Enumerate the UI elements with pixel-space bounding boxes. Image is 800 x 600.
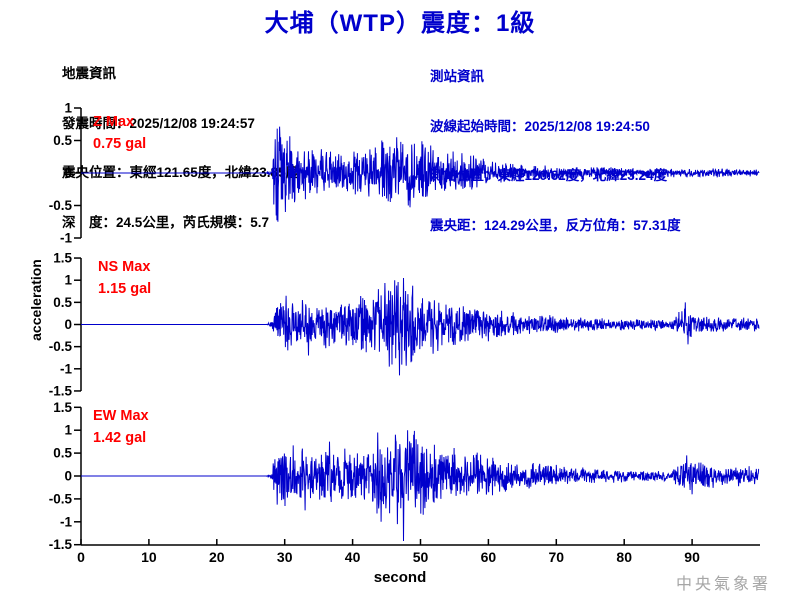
quake-info-block: 地震資訊 發震時間：2025/12/08 19:24:57 震央位置：東經121… [62,33,299,264]
y-tick-label: 1 [64,101,72,116]
y-tick-label: 1.5 [53,251,72,266]
y-tick-label: -0.5 [49,198,73,213]
x-tick-label: 80 [616,549,632,565]
y-tick-label: 1 [64,273,72,288]
ns-max-label: NS Max [98,259,151,275]
y-tick-label: -1 [60,514,72,529]
quake-origin-time: 發震時間：2025/12/08 19:24:57 [62,115,255,131]
x-tick-label: 20 [209,549,225,565]
x-tick-label: 50 [413,549,429,565]
x-tick-label: 60 [481,549,497,565]
page-title: 大埔（WTP）震度：1級 [264,10,536,37]
ew-max-annotation: EW Max 1.42 gal [93,405,149,449]
y-tick-label: 0.5 [53,295,72,310]
quake-depth-magnitude: 深 度：24.5公里，芮氏規模：5.7 [62,214,270,230]
y-tick-label: -1.5 [49,537,73,552]
z-max-value: 0.75 gal [93,136,147,152]
y-tick-label: 0.5 [53,133,72,148]
y-tick-label: 1 [64,423,72,438]
y-tick-label: -0.5 [49,491,73,506]
y-tick-label: -1 [60,231,72,246]
x-tick-label: 40 [345,549,361,565]
y-tick-label: 1.5 [53,400,72,415]
z-max-annotation: Z Max 0.75 gal [93,111,146,155]
station-wave-start-time: 波線起始時間：2025/12/08 19:24:50 [430,118,650,134]
x-tick-label: 0 [77,549,85,565]
ns-max-value: 1.15 gal [98,281,152,297]
ew-max-label: EW Max [93,408,149,424]
z-max-label: Z Max [93,114,135,130]
waveform-z [81,126,760,222]
y-tick-label: 0 [64,469,72,484]
y-tick-label: -1.5 [49,383,73,398]
ew-max-value: 1.42 gal [93,430,147,446]
y-tick-label: 0 [64,166,72,181]
x-tick-label: 70 [549,549,565,565]
station-distance-azimuth: 震央距：124.29公里，反方位角：57.31度 [430,217,681,233]
station-info-heading: 測站資訊 [430,69,484,84]
x-axis-title: second [373,569,427,586]
y-tick-label: -0.5 [49,339,73,354]
ns-max-annotation: NS Max 1.15 gal [98,256,151,300]
x-tick-label: 90 [684,549,700,565]
y-tick-label: 0.5 [53,446,72,461]
x-tick-label: 30 [277,549,293,565]
y-axis-title: acceleration [28,259,44,341]
y-tick-label: -1 [60,361,72,376]
quake-info-heading: 地震資訊 [62,66,116,81]
waveform-ew [81,430,760,542]
y-tick-label: 0 [64,317,72,332]
agency-watermark: 中央氣象署 [676,576,772,593]
waveform-ns [81,277,760,376]
x-tick-label: 10 [141,549,157,565]
